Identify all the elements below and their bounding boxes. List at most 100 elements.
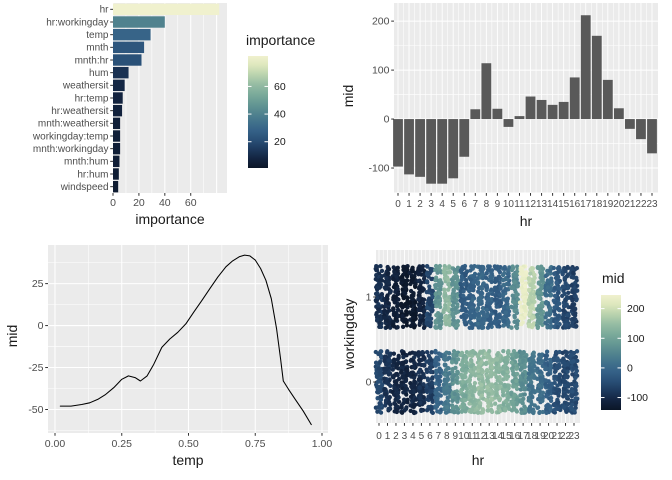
svg-text:25: 25 bbox=[32, 278, 44, 290]
svg-text:hr:hum: hr:hum bbox=[77, 169, 108, 180]
svg-text:weathersit: weathersit bbox=[62, 81, 109, 92]
svg-text:5: 5 bbox=[450, 199, 456, 210]
svg-text:7: 7 bbox=[436, 431, 442, 442]
svg-text:11: 11 bbox=[467, 431, 478, 442]
svg-text:200: 200 bbox=[627, 303, 645, 315]
svg-text:10: 10 bbox=[458, 431, 470, 442]
svg-text:1.00: 1.00 bbox=[312, 438, 333, 450]
svg-text:windspeed: windspeed bbox=[60, 182, 109, 193]
svg-text:11: 11 bbox=[514, 199, 525, 210]
svg-text:16: 16 bbox=[569, 199, 581, 210]
svg-text:18: 18 bbox=[591, 199, 603, 210]
svg-text:2: 2 bbox=[417, 199, 423, 210]
svg-text:0: 0 bbox=[395, 199, 401, 210]
svg-text:hr: hr bbox=[100, 5, 110, 16]
svg-text:1: 1 bbox=[366, 292, 372, 304]
svg-text:17: 17 bbox=[580, 199, 592, 210]
svg-text:6: 6 bbox=[461, 199, 467, 210]
mid-legend-title: mid bbox=[602, 270, 625, 286]
svg-text:2: 2 bbox=[393, 431, 399, 442]
svg-text:temp: temp bbox=[86, 30, 109, 41]
svg-text:0.75: 0.75 bbox=[245, 438, 266, 450]
svg-text:-50: -50 bbox=[28, 404, 43, 416]
svg-text:100: 100 bbox=[627, 333, 645, 345]
mid-by-hr-x-axis-title: hr bbox=[519, 213, 533, 229]
svg-text:7: 7 bbox=[473, 199, 479, 210]
svg-text:14: 14 bbox=[547, 199, 559, 210]
svg-text:mnth:hr: mnth:hr bbox=[75, 55, 110, 66]
svg-text:6: 6 bbox=[427, 431, 433, 442]
workingday-y-axis-title: workingday bbox=[341, 298, 357, 370]
svg-text:15: 15 bbox=[501, 431, 513, 442]
mid-by-hr-y-axis-title: mid bbox=[340, 84, 356, 108]
svg-text:21: 21 bbox=[551, 431, 563, 442]
mid-by-hr-workingday-jitter-chart: 100 1 2 3 4 5 6 7 8 9 1011121314151617181920212223… bbox=[366, 250, 648, 442]
svg-text:0.50: 0.50 bbox=[178, 438, 199, 450]
svg-text:mnth:weathersit: mnth:weathersit bbox=[38, 119, 109, 130]
svg-text:0.25: 0.25 bbox=[112, 438, 133, 450]
svg-text:100: 100 bbox=[372, 65, 390, 77]
svg-text:hr:temp: hr:temp bbox=[75, 93, 109, 104]
svg-text:mnth:hum: mnth:hum bbox=[64, 157, 108, 168]
svg-text:mnth: mnth bbox=[86, 43, 108, 54]
svg-text:5: 5 bbox=[419, 431, 425, 442]
svg-text:1: 1 bbox=[385, 431, 391, 442]
svg-text:23: 23 bbox=[646, 199, 658, 210]
svg-text:20: 20 bbox=[613, 199, 625, 210]
svg-text:0: 0 bbox=[366, 377, 372, 389]
svg-text:200: 200 bbox=[372, 16, 390, 28]
svg-text:hum: hum bbox=[89, 68, 108, 79]
svg-text:23: 23 bbox=[568, 431, 580, 442]
jitter-x-axis-title: hr bbox=[471, 452, 485, 468]
svg-text:0: 0 bbox=[384, 114, 390, 126]
svg-text:9: 9 bbox=[495, 199, 501, 210]
importance-x-axis-title: importance bbox=[135, 211, 205, 227]
svg-text:21: 21 bbox=[624, 199, 636, 210]
svg-text:-25: -25 bbox=[28, 362, 43, 374]
svg-text:9: 9 bbox=[453, 431, 459, 442]
svg-text:mnth:workingday: mnth:workingday bbox=[33, 144, 109, 155]
svg-text:8: 8 bbox=[444, 431, 450, 442]
svg-text:40: 40 bbox=[274, 109, 286, 121]
svg-text:0.00: 0.00 bbox=[45, 438, 66, 450]
svg-text:15: 15 bbox=[558, 199, 570, 210]
svg-text:13: 13 bbox=[536, 199, 548, 210]
svg-text:60: 60 bbox=[185, 197, 197, 209]
svg-text:0: 0 bbox=[627, 362, 633, 374]
svg-text:12: 12 bbox=[525, 199, 537, 210]
svg-text:14: 14 bbox=[492, 431, 504, 442]
svg-text:40: 40 bbox=[159, 197, 171, 209]
svg-text:4: 4 bbox=[410, 431, 416, 442]
svg-text:19: 19 bbox=[535, 431, 547, 442]
svg-text:-100: -100 bbox=[368, 163, 389, 175]
svg-text:20: 20 bbox=[543, 431, 555, 442]
svg-text:4: 4 bbox=[439, 199, 445, 210]
svg-text:19: 19 bbox=[602, 199, 614, 210]
mid-by-temp-x-axis-title: temp bbox=[172, 452, 204, 468]
svg-text:0: 0 bbox=[110, 197, 116, 209]
svg-text:60: 60 bbox=[274, 81, 286, 93]
svg-text:workingday:temp: workingday:temp bbox=[32, 131, 109, 142]
svg-text:22: 22 bbox=[635, 199, 647, 210]
svg-text:12: 12 bbox=[475, 431, 487, 442]
svg-text:hr:workingday: hr:workingday bbox=[46, 17, 108, 28]
svg-text:1: 1 bbox=[406, 199, 412, 210]
mid-by-temp-line-chart: -50 -25 0 25 0.00 0.25 0.50 0.75 1.00 bbox=[28, 245, 333, 450]
svg-text:-100: -100 bbox=[627, 392, 648, 404]
svg-text:16: 16 bbox=[509, 431, 521, 442]
svg-text:3: 3 bbox=[402, 431, 408, 442]
mid-by-temp-y-axis-title: mid bbox=[4, 324, 20, 348]
svg-text:0: 0 bbox=[38, 320, 44, 332]
importance-legend-title: importance bbox=[246, 32, 316, 48]
svg-text:20: 20 bbox=[274, 136, 286, 148]
svg-text:17: 17 bbox=[518, 431, 530, 442]
svg-text:8: 8 bbox=[484, 199, 490, 210]
svg-text:18: 18 bbox=[526, 431, 538, 442]
svg-text:hr:weathersit: hr:weathersit bbox=[51, 106, 108, 117]
svg-text:0: 0 bbox=[376, 431, 382, 442]
svg-text:13: 13 bbox=[484, 431, 496, 442]
svg-text:10: 10 bbox=[503, 199, 515, 210]
